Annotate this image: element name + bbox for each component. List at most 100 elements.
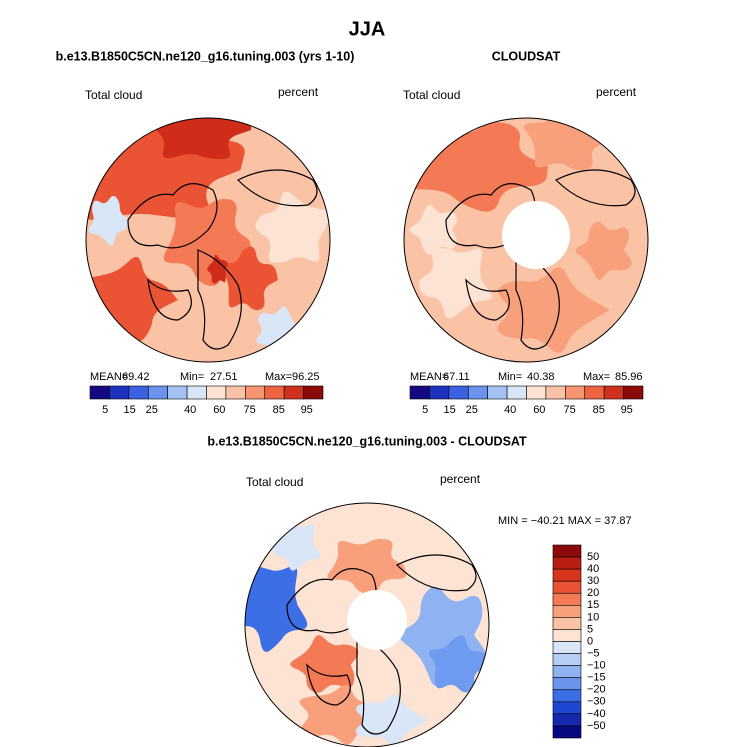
stat-value: 40.38: [527, 371, 555, 383]
colorbar-label: 15: [587, 599, 599, 611]
map: [245, 503, 489, 747]
stat-value: 69.42: [122, 371, 150, 383]
colorbar-box: [552, 665, 582, 678]
map: [86, 118, 330, 362]
units-label: percent: [596, 85, 637, 99]
contour-region: [290, 635, 359, 693]
panel-title: b.e13.B1850C5CN.ne120_g16.tuning.003 (yr…: [56, 49, 355, 63]
variable-label: Total cloud: [246, 475, 303, 489]
colorbar-box: [565, 385, 586, 400]
colorbar-box: [552, 580, 582, 594]
contour-region: [575, 221, 632, 280]
colorbar-box: [283, 385, 304, 400]
map-border: [85, 117, 331, 363]
colorbar-box: [206, 385, 227, 400]
colorbar-label: 20: [587, 587, 599, 599]
stat-label: Max=: [265, 371, 292, 383]
colorbar-box: [109, 385, 130, 400]
contour-region: [428, 635, 489, 693]
contour-region: [524, 118, 615, 171]
map-border: [403, 117, 649, 363]
colorbar-label: 60: [533, 404, 545, 416]
colorbar-label: 40: [587, 563, 599, 575]
coastline: [356, 634, 401, 735]
contour-region: [256, 306, 305, 355]
colorbar-box: [487, 385, 508, 400]
colorbar-box: [89, 385, 110, 400]
contour-region: [255, 191, 330, 263]
colorbar-label: −5: [587, 647, 600, 659]
map: [404, 118, 648, 362]
colorbar-label: 10: [587, 611, 599, 623]
colorbar-label: −10: [587, 660, 606, 672]
colorbar-box: [552, 677, 582, 691]
colorbar-box: [264, 385, 285, 400]
colorbar-box: [552, 629, 582, 642]
contour-region: [88, 195, 130, 246]
stats: MIN = −40.21 MAX = 37.87: [498, 515, 632, 527]
colorbar-box: [245, 385, 266, 400]
colorbar-box: [552, 617, 582, 630]
colorbar-box: [506, 385, 527, 400]
coastline: [515, 249, 560, 350]
colorbar-box: [128, 385, 149, 400]
colorbar-box: [552, 556, 582, 570]
variable-label: Total cloud: [85, 88, 142, 102]
coastline: [395, 554, 477, 592]
colorbar-label: 95: [621, 404, 633, 416]
colorbar-box: [303, 385, 324, 400]
coastline: [197, 249, 242, 350]
colorbar-box: [526, 385, 547, 400]
colorbar-label: −30: [587, 696, 606, 708]
units-label: percent: [440, 472, 481, 486]
contour-region: [497, 267, 610, 353]
contour-region: [355, 694, 429, 746]
colorbar-box: [623, 385, 644, 400]
contour-region: [149, 118, 252, 160]
colorbar-box: [552, 725, 582, 739]
coastline: [554, 169, 636, 207]
units-label: percent: [278, 85, 319, 99]
coastline: [147, 278, 192, 321]
colorbar-label: −40: [587, 708, 606, 720]
contour-region: [163, 198, 253, 286]
no-data: [347, 590, 407, 650]
no-data: [502, 201, 570, 269]
colorbar-box: [467, 385, 488, 400]
colorbar-box: [186, 385, 207, 400]
colorbar-label: 85: [593, 404, 605, 416]
colorbar-box: [552, 544, 582, 558]
colorbar-box: [552, 689, 582, 703]
colorbar-label: 5: [587, 623, 593, 635]
colorbar-label: 75: [243, 404, 255, 416]
colorbar-label: 50: [587, 551, 599, 563]
stat-label: Min=: [498, 371, 522, 383]
colorbar-label: 95: [301, 404, 313, 416]
colorbar-label: 25: [146, 404, 158, 416]
colorbar-label: 85: [273, 404, 285, 416]
contour-region: [409, 204, 458, 255]
colorbar-box: [584, 385, 605, 400]
colorbar-box: [545, 385, 566, 400]
contour-region: [245, 565, 308, 652]
variable-label: Total cloud: [403, 88, 460, 102]
contour-region: [222, 246, 278, 311]
colorbar-box: [603, 385, 624, 400]
colorbar-box: [552, 701, 582, 715]
stat-label: Min=: [180, 371, 204, 383]
coastline: [236, 169, 318, 207]
colorbar-box: [147, 385, 168, 400]
map-border: [244, 502, 490, 747]
stat-value: 67.11: [443, 371, 470, 383]
colorbar-box: [552, 641, 582, 654]
colorbar-box: [552, 605, 582, 618]
colorbar-label: −50: [587, 720, 606, 732]
colorbar-label: 15: [443, 404, 455, 416]
stat-value: 27.51: [210, 371, 238, 383]
contour-region: [86, 118, 245, 221]
stat-value: 85.96: [615, 371, 643, 383]
figure-title: JJA: [349, 18, 386, 40]
stat-value: 96.25: [292, 371, 320, 383]
coastline: [306, 663, 351, 706]
